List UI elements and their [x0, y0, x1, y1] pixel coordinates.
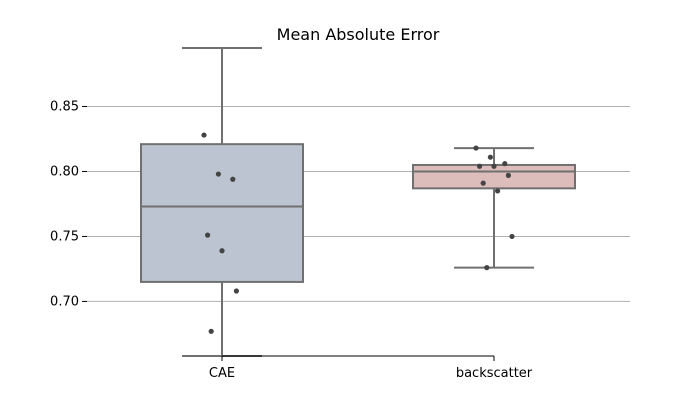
x-tick-label: CAE: [209, 366, 235, 381]
box-plot-series: [140, 47, 576, 357]
data-point: [215, 171, 221, 177]
box-backscatter: [412, 147, 576, 269]
data-point: [201, 132, 207, 138]
y-tick-label: 0.85: [50, 99, 79, 114]
data-point: [487, 154, 493, 160]
y-tick-label: 0.75: [50, 229, 79, 244]
data-point: [233, 288, 239, 294]
x-axis: CAE backscatter: [209, 355, 533, 381]
x-tick-label: backscatter: [456, 366, 533, 381]
data-point: [491, 163, 497, 169]
data-point: [208, 328, 214, 334]
y-tick-label: 0.80: [50, 164, 79, 179]
data-point: [477, 163, 483, 169]
data-point: [219, 248, 225, 254]
data-point: [495, 188, 501, 194]
box-iqr: [140, 143, 304, 283]
data-point: [230, 176, 236, 182]
data-point: [509, 233, 515, 240]
box-cae: [140, 47, 304, 357]
data-point: [505, 172, 511, 178]
y-axis-ticks: 0.70 0.75 0.80 0.85: [50, 99, 87, 309]
data-point: [473, 145, 479, 151]
data-points: [201, 132, 515, 334]
data-point: [484, 265, 490, 271]
chart-title: Mean Absolute Error: [277, 25, 440, 44]
y-tick-label: 0.70: [50, 294, 79, 309]
data-point: [480, 180, 486, 186]
data-point: [502, 161, 508, 167]
data-point: [205, 232, 211, 238]
